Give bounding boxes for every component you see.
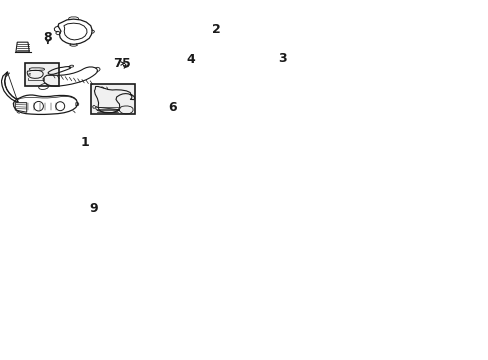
Text: 8: 8	[43, 31, 52, 44]
Text: 3: 3	[277, 52, 286, 65]
Text: 7: 7	[113, 57, 122, 70]
Text: 4: 4	[186, 53, 195, 66]
Text: 9: 9	[89, 202, 98, 215]
Text: 6: 6	[168, 102, 177, 114]
Text: 2: 2	[212, 23, 221, 36]
Bar	[91, 84, 135, 114]
Text: 1: 1	[80, 136, 89, 149]
Text: 5: 5	[122, 57, 130, 70]
Bar	[24, 63, 60, 86]
